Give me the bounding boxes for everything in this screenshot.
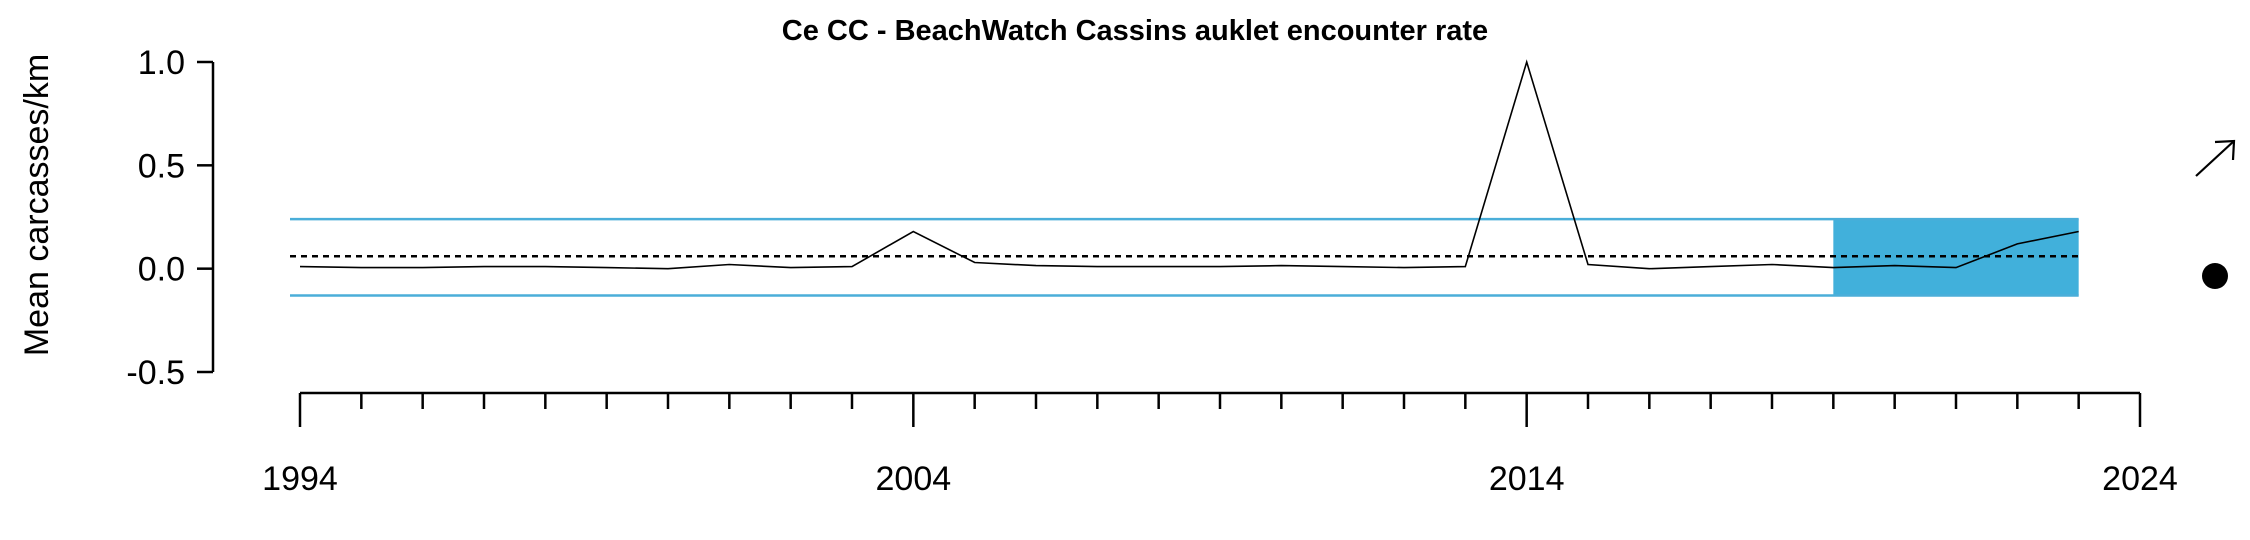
y-tick-label: 1.0: [138, 44, 185, 82]
x-tick-label: 2024: [2102, 460, 2178, 498]
x-tick-label: 1994: [262, 460, 338, 498]
trend-arrow-icon: [2195, 140, 2235, 177]
x-tick-label: 2014: [1489, 460, 1565, 498]
y-tick-label: 0.5: [138, 147, 185, 185]
mean-status-dot-icon: [2202, 263, 2228, 289]
chart-title: Ce CC - BeachWatch Cassins auklet encoun…: [782, 15, 1488, 47]
y-tick-label: 0.0: [138, 251, 185, 289]
y-tick-label: -0.5: [126, 354, 185, 392]
y-axis-label: Mean carcasses/km: [18, 54, 56, 356]
series-line-0: [299, 59, 2079, 270]
x-tick-label: 2004: [876, 460, 952, 498]
trend-arrow-head-icon: [2214, 139, 2236, 161]
